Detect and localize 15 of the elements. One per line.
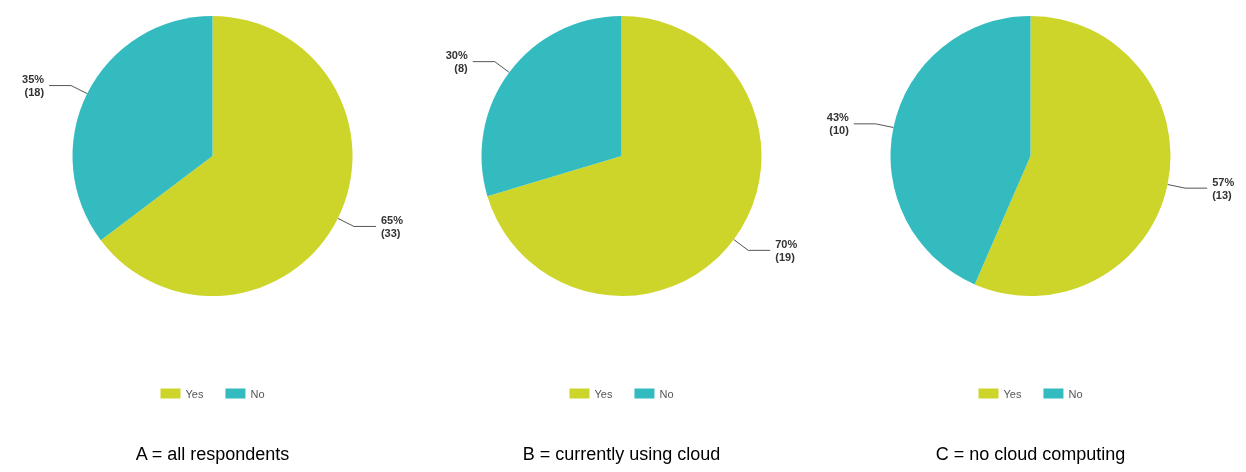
text: C = no cloud computing: [935, 444, 1126, 464]
data-label: 57% (13): [1212, 175, 1235, 201]
text: A = all respondents: [135, 444, 290, 464]
text: B = currently using cloud: [522, 444, 721, 464]
data-label: 70% (19): [775, 237, 798, 263]
data-label: 43% (10): [826, 111, 850, 137]
data-label: 35% (18): [22, 73, 45, 99]
legend-label: Yes: [594, 387, 613, 400]
data-label: 65% (33): [380, 213, 404, 239]
legend-label: No: [1068, 387, 1083, 400]
data-label: 30% (8): [445, 49, 469, 75]
legend-label: No: [659, 387, 674, 400]
legend-label: Yes: [185, 387, 204, 400]
legend-label: Yes: [1003, 387, 1022, 400]
legend-label: No: [250, 387, 265, 400]
